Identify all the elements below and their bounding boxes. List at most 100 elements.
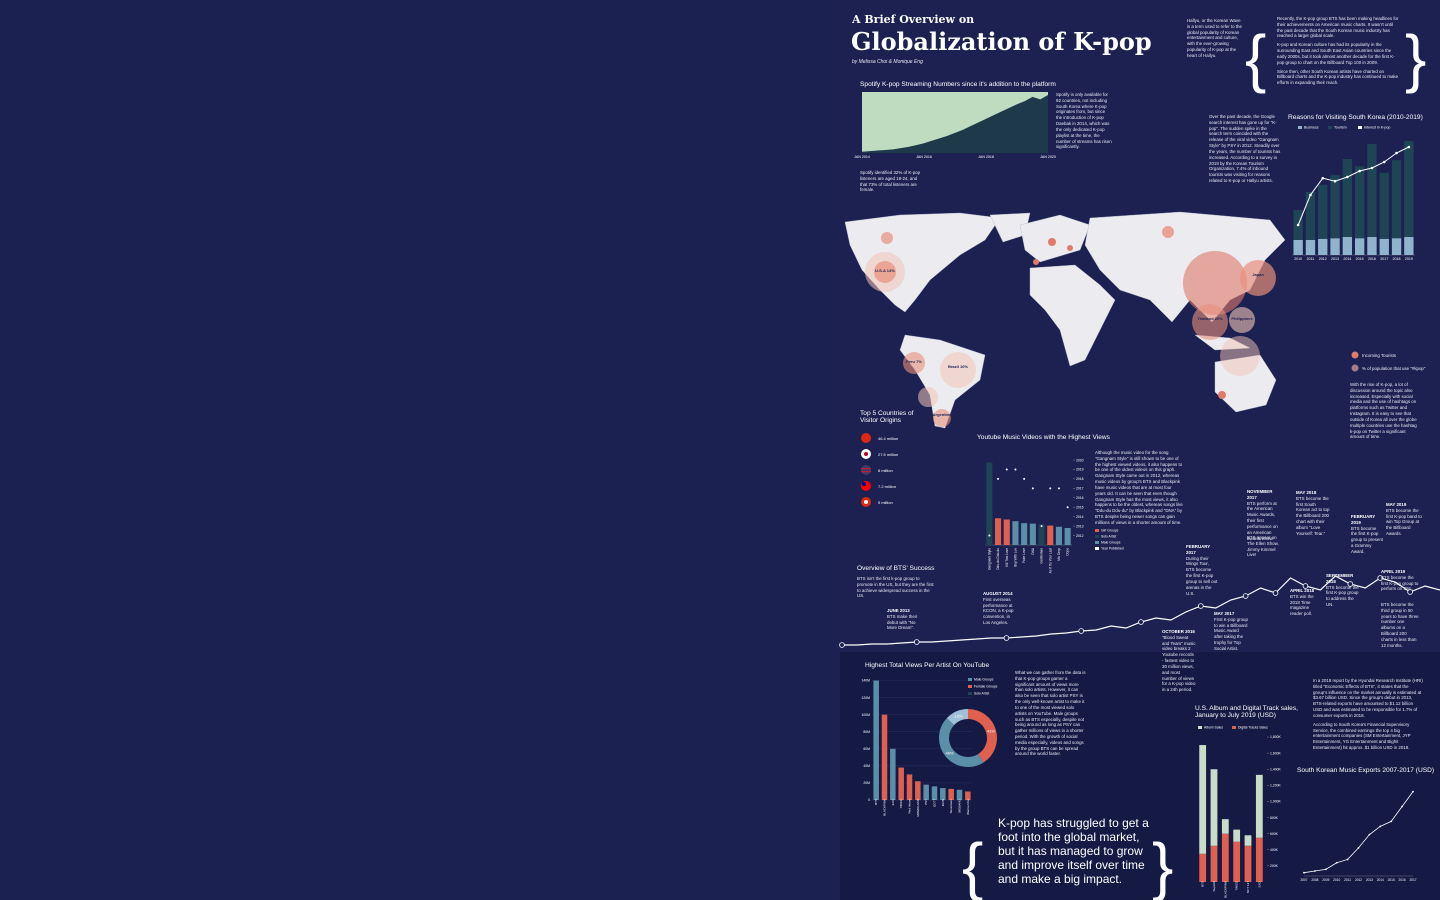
map-label: Peru 7%	[906, 359, 922, 364]
event-text: During their Wings Tour, BTS become the …	[1186, 555, 1218, 596]
year-dot	[1031, 487, 1034, 490]
legend-swatch	[1095, 541, 1099, 544]
y2-tick-label: 2014	[1076, 515, 1084, 519]
event-marker	[1347, 581, 1354, 587]
point	[1358, 169, 1361, 173]
x-tick-label: 2014	[1377, 878, 1384, 882]
x-tick-label: 2010	[1333, 878, 1340, 882]
legend-label: Digital Tracks Sales	[1238, 726, 1268, 730]
x-tick-label: EXO	[1257, 880, 1261, 887]
legend-label: Year Published	[1101, 547, 1124, 551]
bar	[1038, 524, 1045, 545]
x-tick-label: iKON	[941, 799, 945, 806]
x-tick-label: BTS	[1201, 881, 1205, 887]
bar-segment	[1379, 172, 1389, 239]
event-marker	[913, 639, 920, 645]
bar	[986, 462, 993, 545]
bar-segment	[1293, 240, 1303, 255]
bar-segment	[1255, 774, 1263, 838]
x-tick-label: 2015	[1356, 257, 1364, 261]
legend-label: Album Sales	[1204, 726, 1223, 730]
bar-segment	[1404, 237, 1414, 255]
bar	[898, 767, 904, 800]
bar-segment	[1391, 238, 1402, 255]
brace: {	[962, 830, 983, 900]
bar-segment	[1342, 237, 1353, 255]
bar	[995, 518, 1002, 545]
paragraph: K-pop and Korean culture has had its pop…	[1277, 42, 1395, 65]
legend-label: Tourism	[1334, 126, 1347, 130]
y-tick-label: 60M	[863, 747, 870, 751]
year-dot	[1057, 487, 1060, 490]
bar-segment	[1404, 141, 1414, 237]
bar-segment	[1199, 745, 1207, 854]
event-text: "Blood Sweat and Tears" music video brea…	[1162, 634, 1196, 693]
legend-label: Female Groups	[974, 685, 998, 689]
map-label: Brazil 10%	[948, 364, 968, 369]
point	[1346, 175, 1349, 179]
event-date: APRIL 2018	[1290, 588, 1315, 593]
paragraph: In a 2018 report by the Hyundai Research…	[1313, 678, 1423, 718]
point	[1333, 179, 1337, 183]
x-tick-label: 2016	[1368, 257, 1376, 261]
event-date: FEBRUARY 2017	[1186, 544, 1211, 555]
line	[1297, 146, 1410, 226]
visitor-count: 8 million	[878, 468, 893, 473]
event-marker	[1377, 575, 1383, 581]
bar-segment	[1221, 833, 1229, 882]
x-tick-label: Seventeen	[949, 799, 953, 814]
x-tick-label: JAN 2018	[978, 155, 994, 159]
note: Over the past decade, the Google search …	[1209, 114, 1281, 183]
x-tick-label: Kill This Love	[1005, 548, 1009, 567]
x-tick-label: NCT 127	[1246, 881, 1250, 893]
x-tick-label: 2015	[1388, 878, 1395, 882]
paragraph: Since then, other South Korean artists h…	[1277, 68, 1399, 86]
x-tick-label: 2017	[1409, 878, 1416, 882]
hallyu: Hallyu, or the Korean Wave is a term use…	[1187, 18, 1242, 58]
legend-swatch	[1351, 351, 1359, 359]
event-date: APRIL 2019	[1381, 569, 1406, 574]
event-marker	[1272, 590, 1279, 596]
x-tick-label: Mic Drop	[1057, 548, 1061, 561]
bar-segment	[1330, 238, 1340, 255]
x-tick-label: 2019	[1405, 257, 1413, 261]
event-text: BTS become the first K-pop group to addr…	[1326, 584, 1359, 608]
brace: {	[1245, 22, 1266, 94]
bar-segment	[1221, 819, 1229, 834]
paragraph: Recently, the K-pop group BTS has been m…	[1277, 16, 1399, 39]
point	[1346, 858, 1349, 861]
legend-label: Interest in K-pop	[1364, 126, 1390, 130]
event-marker	[1198, 603, 1204, 609]
bar-segment	[1354, 238, 1365, 255]
legend-swatch	[1298, 126, 1302, 129]
y-tick-label: 120M	[862, 696, 871, 700]
x-tick-label: 2018	[1393, 257, 1401, 261]
bar	[1047, 525, 1054, 545]
x-tick-label: BLACKPINK	[883, 799, 887, 816]
y-tick-label: 0	[868, 798, 870, 802]
bar-segment	[1210, 845, 1218, 882]
y-tick-label: 400K	[1270, 848, 1279, 852]
paragraph: According to South Korea's Financial Sup…	[1313, 721, 1411, 750]
event-text: BTS become the third group in 50 years t…	[1381, 602, 1419, 648]
event-date: MAY 2019	[1386, 502, 1407, 507]
timeline-event: FEBRUARY 2017 During their Wings Tour, BT…	[1186, 544, 1218, 596]
timeline-event: FEBRUARY 2019 BTS become the first K-pop …	[1351, 514, 1383, 555]
timeline-event: NOVEMBER 2017 BTS perform at the American…	[1247, 489, 1281, 541]
x-tick-label: Wanna One	[966, 799, 970, 815]
legend-swatch	[968, 692, 972, 695]
chart-title: Spotify K-pop Streaming Numbers since it…	[860, 81, 1056, 88]
x-tick-label: 2013	[1331, 257, 1339, 261]
legend-label: Male Groups	[1101, 541, 1121, 545]
point	[1370, 166, 1374, 170]
bar-segment	[1305, 192, 1316, 240]
timeline-event: OCTOBER 2016 "Blood Sweat and Tears" musi…	[1162, 629, 1196, 693]
event-text: BTS make their debut with "No More Dream…	[887, 613, 918, 631]
event-date: MAY 2017	[1214, 611, 1235, 616]
x-tick-label: Fake Love	[1022, 548, 1026, 563]
event-text: BTS become the first K-pop band to win T…	[1386, 507, 1422, 537]
quote: K-pop has struggled to get a foot into t…	[998, 816, 1149, 887]
x-tick-label: Gentleman	[1040, 548, 1044, 564]
y2-tick-label: 2020	[1076, 458, 1084, 462]
y-tick-label: 600K	[1270, 832, 1279, 836]
